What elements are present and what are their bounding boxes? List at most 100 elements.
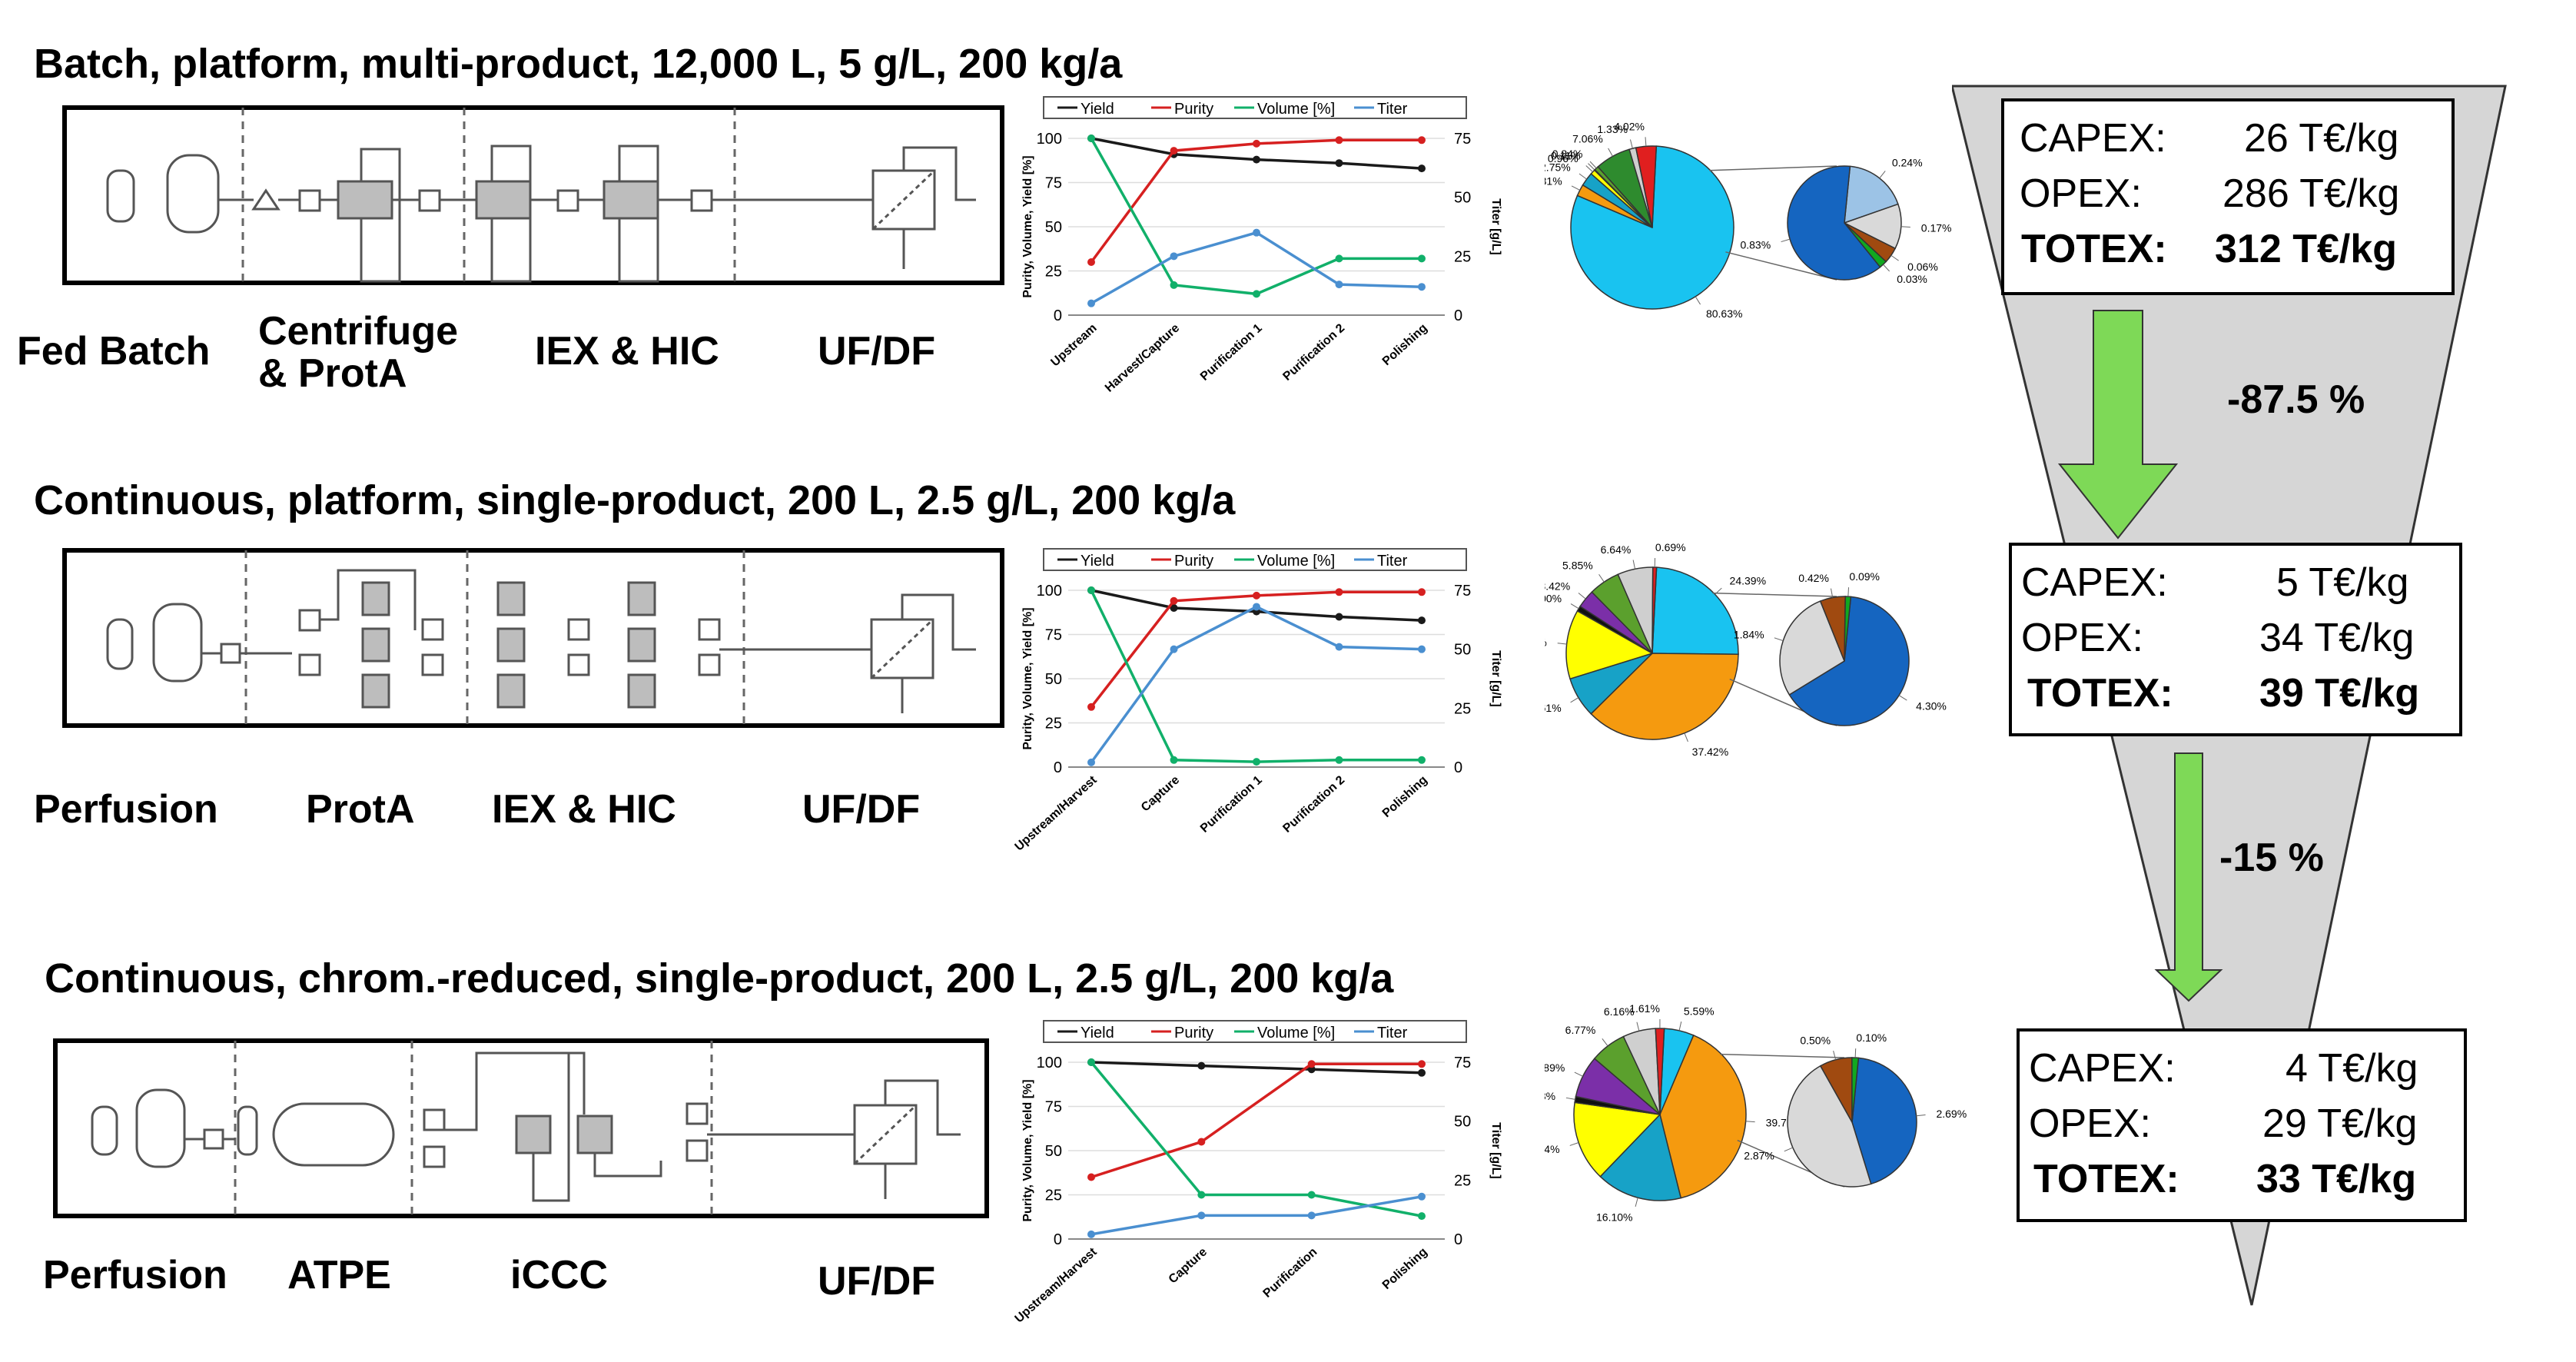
cost-box-1 <box>2001 98 2455 295</box>
slice-label: 0.24% <box>1892 156 1923 168</box>
legend-item: Yield <box>1081 1025 1114 1041</box>
opex-value: 29 T€/kg <box>2262 1101 2418 1146</box>
slice-label: 4.30% <box>1916 699 1947 712</box>
slice-label: 2.69% <box>1936 1108 1967 1120</box>
slice-label: 0.83% <box>1740 239 1771 251</box>
data-point <box>1307 1065 1316 1074</box>
y2-tick-label: 50 <box>1454 190 1471 207</box>
series-line <box>1090 1062 1422 1179</box>
data-point <box>1170 756 1178 764</box>
y-tick-label: 0 <box>1054 1231 1062 1248</box>
x-tick-label: Purification 2 <box>1280 773 1347 835</box>
cost-box-2 <box>2009 543 2462 736</box>
main-pie-slice <box>1573 1101 1661 1178</box>
y-tick-label: 0 <box>1054 759 1062 776</box>
y2-tick-label: 0 <box>1454 307 1462 324</box>
y2-axis-label: Titer [g/L] <box>1489 650 1502 706</box>
data-point <box>1418 588 1426 596</box>
slice-label: 0.17% <box>1921 221 1952 234</box>
data-point <box>1418 616 1426 625</box>
leader-line <box>1774 637 1784 642</box>
totex-label: TOTEX: <box>2027 671 2173 716</box>
scenario-3-title: Continuous, chrom.-reduced, single-produ… <box>45 955 1394 1002</box>
y-tick-label: 50 <box>1045 671 1062 688</box>
stage-label: ATPE <box>287 1253 391 1297</box>
data-point <box>1253 139 1260 148</box>
leader-line <box>1636 1022 1640 1031</box>
legend-box <box>1043 96 1467 119</box>
leader-line <box>1585 165 1593 173</box>
y-axis-label: Purity, Volume, Yield [%] <box>1021 607 1034 749</box>
series-line <box>1090 1061 1422 1075</box>
slice-label: 6.16% <box>1604 1005 1635 1018</box>
reduction-1-label: -87.5 % <box>2227 377 2365 422</box>
leader-line <box>1900 226 1910 228</box>
capex-label: CAPEX: <box>2021 560 2168 605</box>
totex-label: TOTEX: <box>2033 1157 2179 1201</box>
line-charts: Yield Purity Volume [%] Titer 0 25 50 75 100 0 25 5… <box>1014 96 1502 1326</box>
slice-label: 0.06% <box>1907 261 1938 273</box>
x-tick-label: Polishing <box>1380 1245 1430 1292</box>
scenario-1-title: Batch, platform, multi-product, 12,000 L… <box>34 41 1123 87</box>
legend-item: Purity <box>1174 1025 1213 1041</box>
slice-label: 2.31% <box>1545 175 1562 188</box>
totex-value: 33 T€/kg <box>2256 1157 2417 1201</box>
slice-label: 0.09% <box>1849 570 1880 583</box>
x-tick-label: Harvest/Capture <box>1103 321 1182 394</box>
legend-item: Titer <box>1377 101 1408 118</box>
slice-label: 1.84% <box>1734 628 1764 640</box>
opex-value: 34 T€/kg <box>2259 616 2415 660</box>
stage-label: Centrifuge & ProtA <box>258 309 458 396</box>
y-tick-label: 25 <box>1045 264 1062 281</box>
leader-line <box>1830 588 1834 598</box>
slice-label: 7.89% <box>1545 1061 1565 1074</box>
legend-item: Volume [%] <box>1257 1025 1335 1041</box>
leader-line <box>1578 593 1586 600</box>
x-tick-label: Upstream/Harvest <box>1014 1245 1100 1326</box>
slice-label: 0.10% <box>1856 1031 1887 1044</box>
y-tick-label: 75 <box>1045 175 1062 192</box>
leader-line <box>1574 1071 1583 1077</box>
data-point <box>1253 758 1260 766</box>
leader-line <box>1629 139 1633 149</box>
legend-item: Titer <box>1377 1025 1408 1041</box>
data-point <box>1335 159 1343 168</box>
leader-line <box>1695 296 1701 305</box>
data-point <box>1418 164 1426 173</box>
data-point <box>1170 604 1178 612</box>
data-point <box>1197 1138 1206 1146</box>
detail-pie-slice <box>1851 1057 1860 1123</box>
cost-boxes <box>2001 98 2467 1222</box>
main-pie-slice <box>1565 610 1654 680</box>
data-point <box>1335 136 1343 145</box>
y2-tick-label: 25 <box>1454 1172 1471 1189</box>
data-point <box>1170 147 1178 155</box>
y2-axis-label: Titer [g/L] <box>1489 198 1502 254</box>
slice-label: 1.13% <box>1545 1090 1555 1102</box>
stage-label: iCCC <box>510 1253 609 1297</box>
leader-line <box>1891 254 1899 261</box>
data-point <box>1253 155 1260 164</box>
data-point <box>1307 1191 1316 1199</box>
leader-line <box>1879 171 1886 179</box>
y2-tick-label: 75 <box>1454 1055 1471 1071</box>
x-tick-label: Purification <box>1261 1245 1320 1301</box>
data-point <box>1418 756 1426 764</box>
x-tick-label: Polishing <box>1380 321 1430 368</box>
y2-tick-label: 0 <box>1454 1231 1462 1248</box>
x-tick-label: Capture <box>1139 773 1182 814</box>
data-point <box>1418 254 1426 263</box>
leader-line <box>1602 1038 1608 1047</box>
chart-legend: Yield Purity Volume [%] Titer <box>1043 548 1467 571</box>
series-line <box>1090 605 1422 763</box>
scenario-2-title: Continuous, platform, single-product, 20… <box>34 477 1236 523</box>
y2-tick-label: 25 <box>1454 700 1471 717</box>
leader-line <box>1678 1022 1682 1031</box>
y2-tick-label: 75 <box>1454 583 1471 600</box>
leader-line <box>1632 560 1636 570</box>
legend-item: Yield <box>1081 553 1114 570</box>
y2-tick-label: 50 <box>1454 1114 1471 1131</box>
slice-label: 0.42% <box>1798 572 1829 584</box>
y-tick-label: 100 <box>1037 131 1062 148</box>
data-point <box>1197 1191 1206 1199</box>
